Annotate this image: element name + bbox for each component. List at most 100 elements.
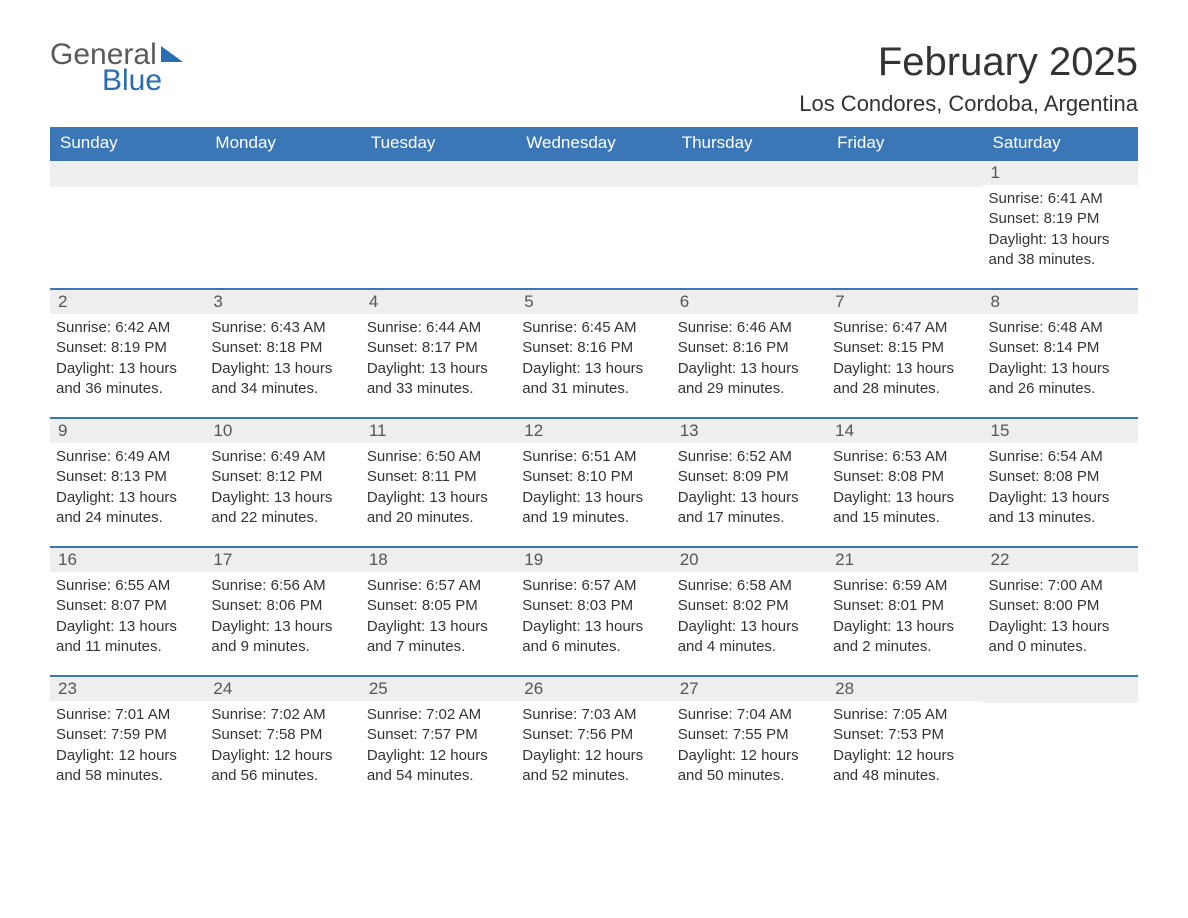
day-number-strip: 27 [672,675,827,701]
day-number-strip: 6 [672,288,827,314]
day-number-strip: 1 [983,159,1138,185]
title-block: February 2025 Los Condores, Cordoba, Arg… [799,40,1138,117]
sunrise-line: Sunrise: 6:43 AM [211,318,354,338]
sunset-line: Sunset: 8:01 PM [833,596,976,616]
daylight-line: Daylight: 13 hours and 7 minutes. [367,617,510,658]
sunset-line: Sunset: 8:18 PM [211,338,354,358]
day-number-strip: 13 [672,417,827,443]
sunrise-line: Sunrise: 6:53 AM [833,447,976,467]
calendar-cell [516,159,671,288]
calendar-week: 23 Sunrise: 7:01 AMSunset: 7:59 PM Dayligh… [50,675,1138,804]
daylight-line: Daylight: 12 hours and 54 minutes. [367,746,510,787]
sunset-line: Sunset: 8:17 PM [367,338,510,358]
calendar-cell: 18Sunrise: 6:57 AMSunset: 8:05 PMDayligh… [361,546,516,675]
sunrise-line: Sunrise: 7:03 AM [522,705,665,725]
sunset-line: Sunset: 7:55 PM [678,725,821,745]
sunrise-line: Sunrise: 7:02 AM [367,705,510,725]
day-number-strip: 9 [50,417,205,443]
daylight-line: Daylight: 13 hours and 11 minutes. [56,617,199,658]
sunrise-line: Sunrise: 6:57 AM [522,576,665,596]
sunset-line: Sunset: 8:07 PM [56,596,199,616]
sunset-line: Sunset: 8:09 PM [678,467,821,487]
location-subtitle: Los Condores, Cordoba, Argentina [799,91,1138,117]
day-number-strip [516,159,671,187]
calendar-cell: 28Sunrise: 7:05 AMSunset: 7:53 PMDayligh… [827,675,982,804]
sunset-line: Sunset: 8:16 PM [522,338,665,358]
calendar-cell: 3Sunrise: 6:43 AMSunset: 8:18 PMDaylight… [205,288,360,417]
daylight-line: Daylight: 13 hours and 28 minutes. [833,359,976,400]
sunrise-line: Sunrise: 6:51 AM [522,447,665,467]
day-number-strip [205,159,360,187]
sunset-line: Sunset: 8:02 PM [678,596,821,616]
sunset-line: Sunset: 7:53 PM [833,725,976,745]
header: General Blue February 2025 Los Condores,… [50,40,1138,117]
weekday-header: Friday [827,127,982,159]
daylight-line: Daylight: 13 hours and 24 minutes. [56,488,199,529]
sunrise-line: Sunrise: 6:50 AM [367,447,510,467]
day-number-strip: 22 [983,546,1138,572]
calendar-cell [361,159,516,288]
day-number-strip [672,159,827,187]
calendar-cell: 16Sunrise: 6:55 AMSunset: 8:07 PMDayligh… [50,546,205,675]
daylight-line: Daylight: 13 hours and 2 minutes. [833,617,976,658]
daylight-line: Daylight: 13 hours and 29 minutes. [678,359,821,400]
calendar-cell: 8Sunrise: 6:48 AMSunset: 8:14 PMDaylight… [983,288,1138,417]
calendar-cell: 15Sunrise: 6:54 AMSunset: 8:08 PMDayligh… [983,417,1138,546]
sunrise-line: Sunrise: 6:52 AM [678,447,821,467]
sunrise-line: Sunrise: 6:48 AM [989,318,1132,338]
daylight-line: Daylight: 13 hours and 15 minutes. [833,488,976,529]
day-number-strip: 4 [361,288,516,314]
weekday-header: Wednesday [516,127,671,159]
sunset-line: Sunset: 8:13 PM [56,467,199,487]
daylight-line: Daylight: 13 hours and 38 minutes. [989,230,1132,271]
calendar-cell [827,159,982,288]
daylight-line: Daylight: 13 hours and 20 minutes. [367,488,510,529]
calendar-cell: 20Sunrise: 6:58 AMSunset: 8:02 PMDayligh… [672,546,827,675]
daylight-line: Daylight: 13 hours and 33 minutes. [367,359,510,400]
sunrise-line: Sunrise: 7:00 AM [989,576,1132,596]
sunrise-line: Sunrise: 7:01 AM [56,705,199,725]
calendar-cell: 23Sunrise: 7:01 AMSunset: 7:59 PMDayligh… [50,675,205,804]
sunrise-line: Sunrise: 6:49 AM [211,447,354,467]
calendar-cell: 25Sunrise: 7:02 AMSunset: 7:57 PMDayligh… [361,675,516,804]
sail-icon [161,46,183,62]
sunset-line: Sunset: 8:19 PM [56,338,199,358]
daylight-line: Daylight: 13 hours and 22 minutes. [211,488,354,529]
sunrise-line: Sunrise: 6:42 AM [56,318,199,338]
daylight-line: Daylight: 13 hours and 26 minutes. [989,359,1132,400]
sunset-line: Sunset: 8:11 PM [367,467,510,487]
sunset-line: Sunset: 8:14 PM [989,338,1132,358]
day-number-strip: 21 [827,546,982,572]
calendar-cell: 27Sunrise: 7:04 AMSunset: 7:55 PMDayligh… [672,675,827,804]
calendar-cell: 7 Sunrise: 6:47 AMSunset: 8:15 PMDaylight… [827,288,982,417]
day-number-strip [361,159,516,187]
sunrise-line: Sunrise: 6:41 AM [989,189,1132,209]
calendar-cell [50,159,205,288]
calendar-cell: 10Sunrise: 6:49 AMSunset: 8:12 PMDayligh… [205,417,360,546]
sunset-line: Sunset: 8:10 PM [522,467,665,487]
weekday-header: Sunday [50,127,205,159]
day-number-strip: 18 [361,546,516,572]
day-number-strip: 23 [50,675,205,701]
weekday-header-row: SundayMondayTuesdayWednesdayThursdayFrid… [50,127,1138,159]
day-number-strip: 24 [205,675,360,701]
weekday-header: Saturday [983,127,1138,159]
sunset-line: Sunset: 7:59 PM [56,725,199,745]
day-number-strip: 12 [516,417,671,443]
day-number-strip: 7 [827,288,982,314]
calendar-cell: 14Sunrise: 6:53 AMSunset: 8:08 PMDayligh… [827,417,982,546]
sunrise-line: Sunrise: 6:47 AM [833,318,976,338]
brand-logo: General Blue [50,40,183,96]
calendar-cell: 5Sunrise: 6:45 AMSunset: 8:16 PMDaylight… [516,288,671,417]
sunrise-line: Sunrise: 6:57 AM [367,576,510,596]
sunset-line: Sunset: 8:15 PM [833,338,976,358]
sunrise-line: Sunrise: 7:02 AM [211,705,354,725]
day-number-strip: 19 [516,546,671,572]
sunset-line: Sunset: 8:16 PM [678,338,821,358]
day-number-strip: 14 [827,417,982,443]
calendar-cell: 4Sunrise: 6:44 AMSunset: 8:17 PMDaylight… [361,288,516,417]
brand-word-2: Blue [102,66,183,96]
daylight-line: Daylight: 12 hours and 56 minutes. [211,746,354,787]
daylight-line: Daylight: 13 hours and 0 minutes. [989,617,1132,658]
day-number-strip: 25 [361,675,516,701]
